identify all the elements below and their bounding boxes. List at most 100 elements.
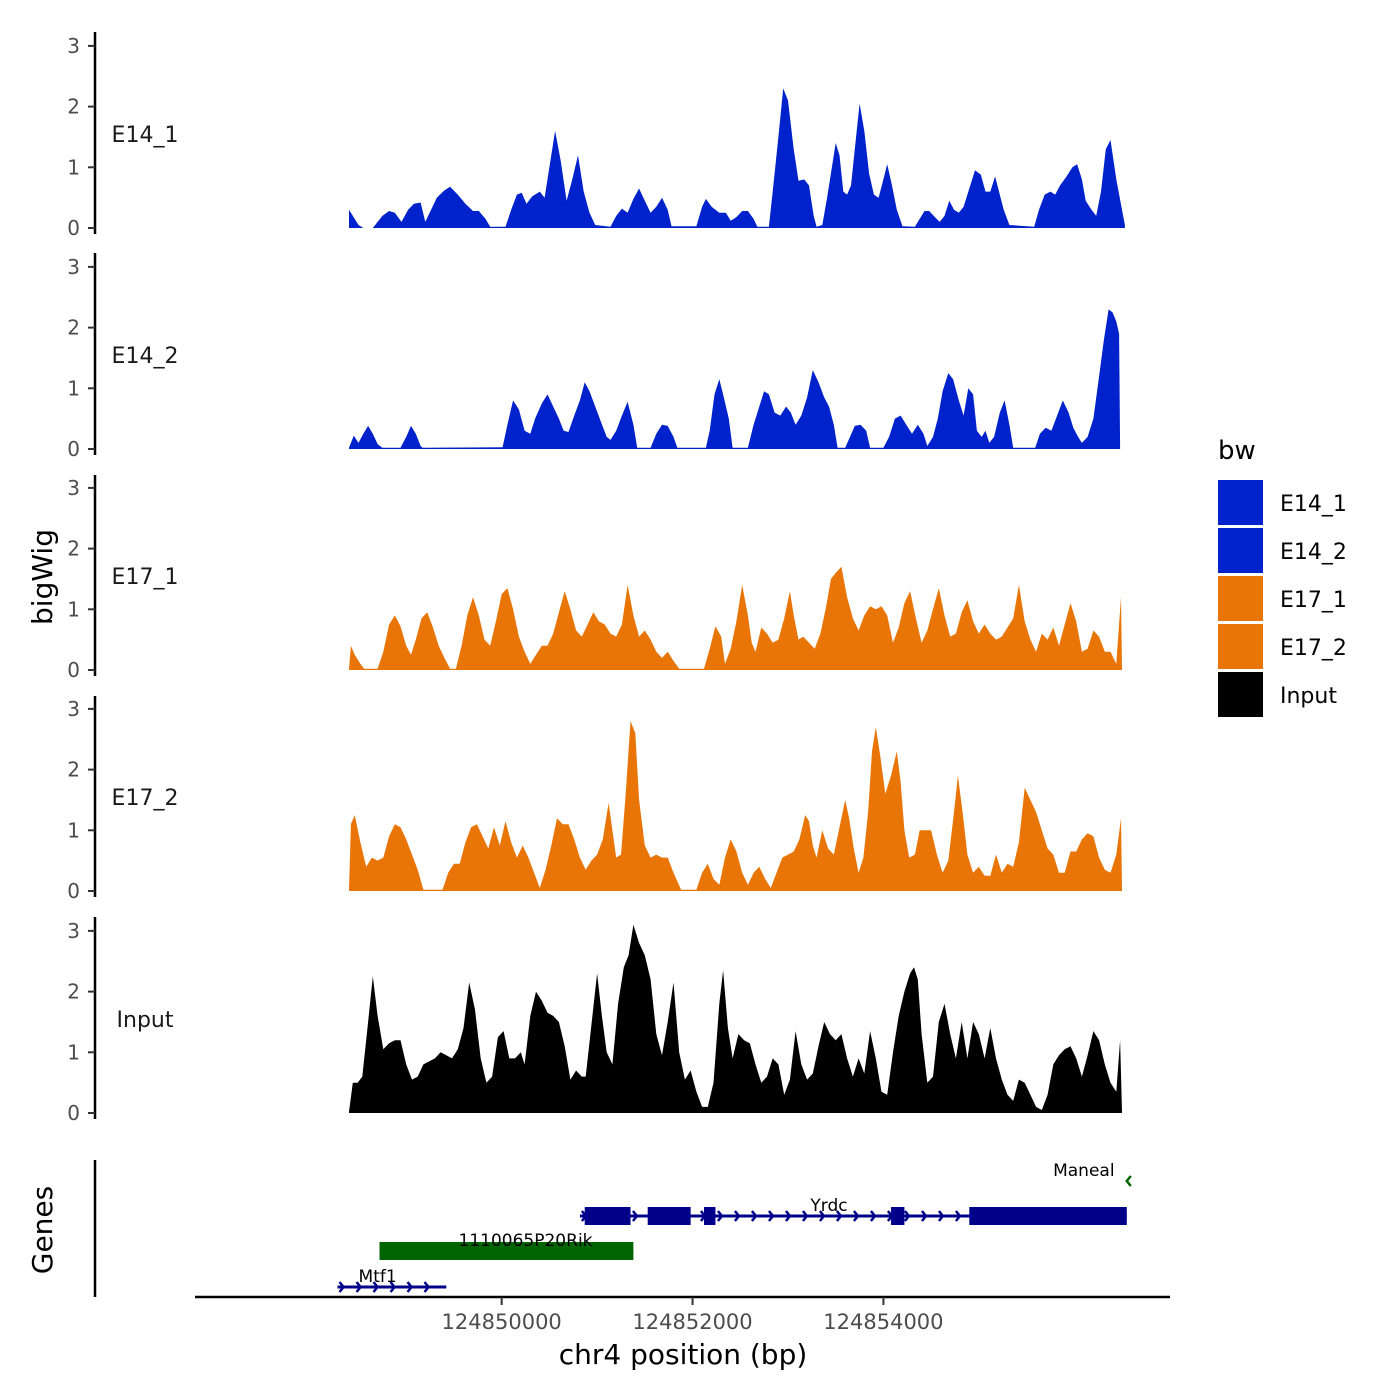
track-E14_2: 0 1 2 3 E14_2	[67, 253, 1121, 461]
x-tick-label: 124850000	[442, 1310, 562, 1334]
gene-Maneal: Maneal	[1053, 1161, 1132, 1187]
y-tick-label: 0	[67, 437, 80, 461]
y-tick-label: 2	[67, 537, 80, 561]
strand-arrow	[406, 1281, 414, 1293]
legend-title: bw	[1218, 436, 1256, 466]
y-tick-label: 1	[67, 597, 80, 621]
legend-swatch	[1218, 576, 1263, 621]
legend-swatch	[1218, 624, 1263, 669]
strand-arrow	[1090, 1210, 1098, 1222]
track-E14_1: 0 1 2 3 E14_1	[67, 32, 1125, 240]
gene-exon	[647, 1207, 691, 1225]
track-label: E17_1	[112, 565, 179, 590]
strand-arrow	[750, 1210, 758, 1222]
y-tick-label: 3	[67, 255, 80, 279]
gene-exon	[584, 1207, 631, 1225]
strand-arrow	[584, 1245, 592, 1257]
strand-arrow	[516, 1245, 524, 1257]
strand-arrow	[423, 1281, 431, 1293]
strand-arrow	[682, 1210, 690, 1222]
strand-arrow	[533, 1245, 541, 1257]
strand-arrow	[355, 1281, 363, 1293]
genes-layer: Maneal Yrdc 1110065P20Rik Mtf1 124850000 1248…	[93, 1160, 1170, 1334]
strand-arrow	[389, 1281, 397, 1293]
x-tick-label: 124854000	[823, 1310, 943, 1334]
gene-1110065P20Rik: 1110065P20Rik	[379, 1231, 634, 1260]
strand-arrow	[448, 1245, 456, 1257]
strand-arrow	[784, 1210, 792, 1222]
y-tick-label: 1	[67, 376, 80, 400]
strand-arrow	[852, 1210, 860, 1222]
strand-arrow	[499, 1245, 507, 1257]
gene-label: Mtf1	[359, 1267, 397, 1287]
strand-arrow	[954, 1210, 962, 1222]
legend-label: Input	[1280, 684, 1337, 709]
y-tick-label: 3	[67, 476, 80, 500]
legend-label: E17_2	[1280, 636, 1347, 661]
y-tick-label: 0	[67, 658, 80, 682]
track-label: E14_1	[112, 123, 179, 148]
strand-arrow	[397, 1245, 405, 1257]
gene-label: Yrdc	[809, 1196, 847, 1216]
gene-Yrdc: Yrdc	[579, 1196, 1127, 1225]
y-tick-label: 0	[67, 1101, 80, 1125]
area-E14_1	[349, 88, 1125, 229]
y-tick-label: 3	[67, 697, 80, 721]
strand-arrow	[869, 1210, 877, 1222]
strand-arrow	[971, 1210, 979, 1222]
legend: bw E14_1 E14_2 E17_1 E17_2 Input	[1218, 436, 1347, 717]
strand-arrow	[597, 1210, 605, 1222]
y-tick-label: 1	[67, 1040, 80, 1064]
strand-arrow	[338, 1281, 346, 1293]
y-tick-label: 0	[67, 879, 80, 903]
track-label: Input	[117, 1008, 174, 1033]
y-tick-label: 2	[67, 980, 80, 1004]
strand-arrow	[1107, 1210, 1115, 1222]
strand-arrow	[648, 1210, 656, 1222]
y-tick-label: 3	[67, 34, 80, 58]
track-E17_1: 0 1 2 3 E17_1	[67, 475, 1122, 682]
strand-arrow	[618, 1245, 626, 1257]
track-E17_2: 0 1 2 3 E17_2	[67, 696, 1122, 903]
legend-swatch	[1218, 528, 1263, 573]
strand-arrow	[733, 1210, 741, 1222]
strand-arrow	[1125, 1175, 1132, 1187]
track-label: E14_2	[112, 344, 179, 369]
strand-arrow	[465, 1245, 473, 1257]
y-tick-label: 3	[67, 919, 80, 943]
strand-arrow	[699, 1210, 707, 1222]
strand-arrow	[1056, 1210, 1064, 1222]
strand-arrow	[431, 1245, 439, 1257]
strand-arrow	[567, 1245, 575, 1257]
y-tick-label: 2	[67, 316, 80, 340]
y-tick-label: 1	[67, 155, 80, 179]
strand-arrow	[580, 1210, 588, 1222]
strand-arrow	[550, 1245, 558, 1257]
y-tick-label: 0	[67, 216, 80, 240]
track-Input: 0 1 2 3 Input	[67, 917, 1122, 1125]
strand-arrow	[937, 1210, 945, 1222]
strand-arrow	[716, 1210, 724, 1222]
gene-exon	[703, 1207, 716, 1225]
genes-axis-title: Genes	[26, 1186, 59, 1274]
track-label: E17_2	[112, 786, 179, 811]
legend-label: E14_2	[1280, 540, 1347, 565]
strand-arrow	[835, 1210, 843, 1222]
strand-arrow	[631, 1210, 639, 1222]
strand-arrow	[1039, 1210, 1047, 1222]
legend-swatch	[1218, 480, 1263, 525]
x-tick-label: 124852000	[632, 1310, 752, 1334]
legend-label: E17_1	[1280, 588, 1347, 613]
y-tick-label: 2	[67, 758, 80, 782]
strand-arrow	[380, 1245, 388, 1257]
gene-label: Maneal	[1053, 1161, 1114, 1181]
strand-arrow	[1073, 1210, 1081, 1222]
y-axis-title: bigWig	[26, 529, 59, 625]
tracks-layer: 0 1 2 3 E14_1 0 1 2 3 E14_2 0 1 2 3 E17_1 0 1 2 3 E17_2 0 1 2 3…	[67, 32, 1125, 1125]
strand-arrow	[372, 1281, 380, 1293]
area-E14_2	[349, 309, 1121, 449]
strand-arrow	[767, 1210, 775, 1222]
strand-arrow	[903, 1210, 911, 1222]
strand-arrow	[614, 1210, 622, 1222]
strand-arrow	[414, 1245, 422, 1257]
